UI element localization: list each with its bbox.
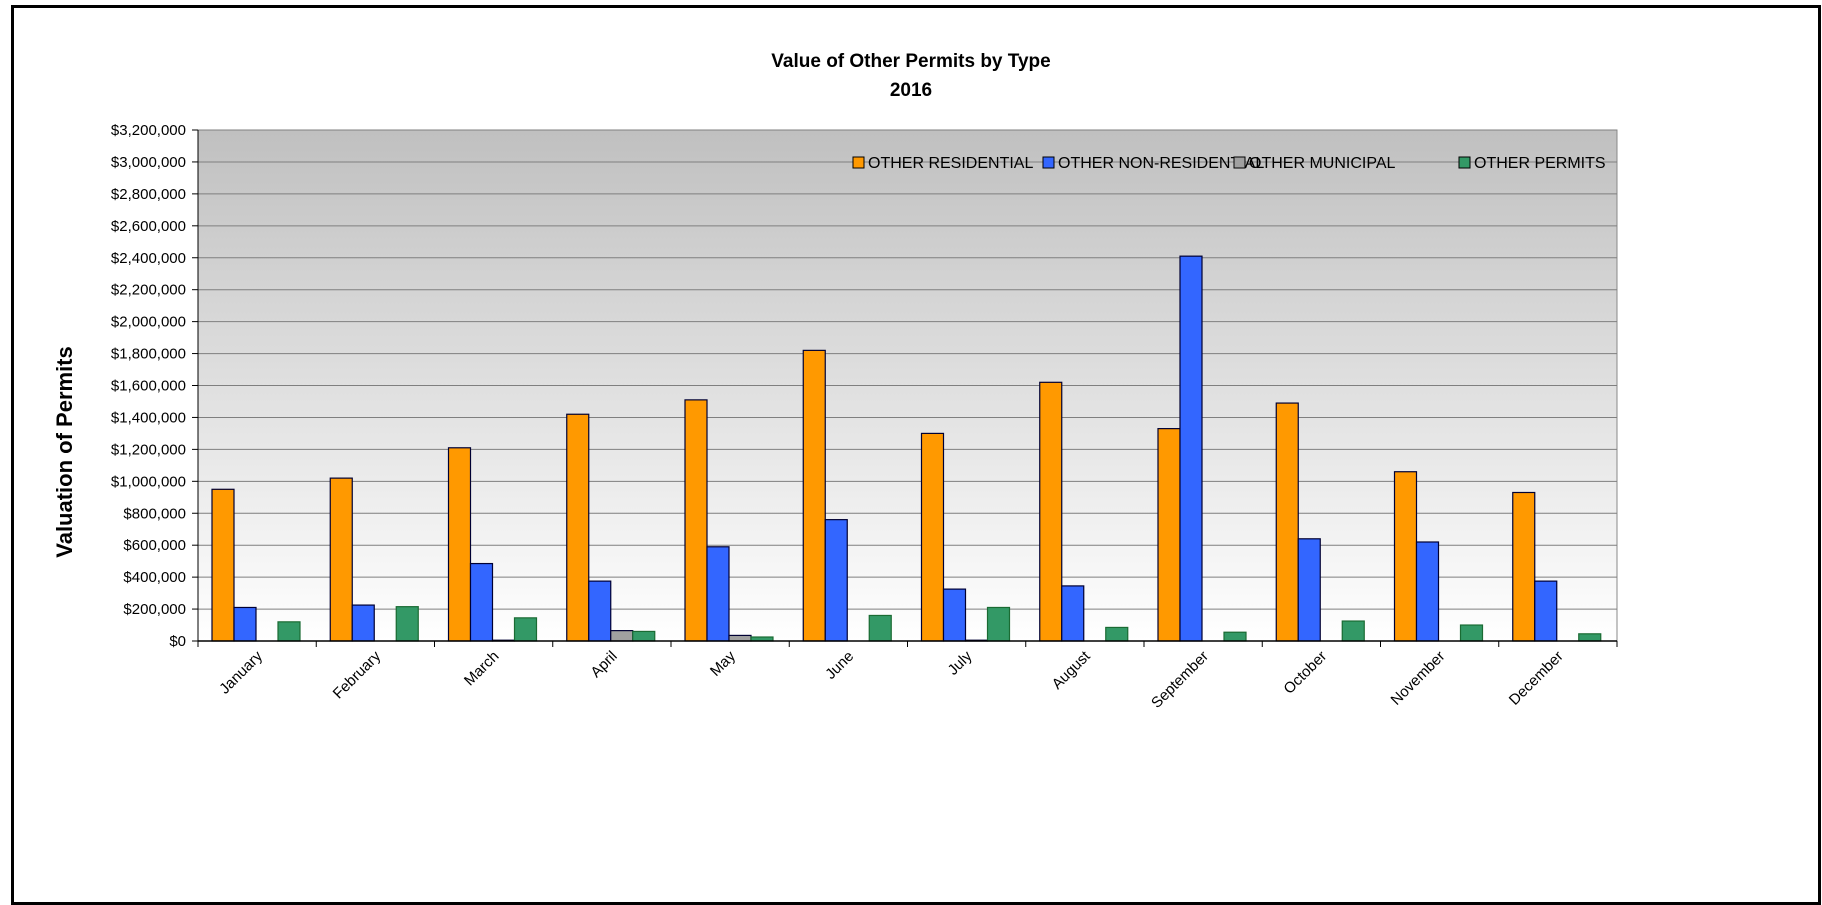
bar — [1039, 381, 1063, 642]
x-tick-label: September — [1148, 648, 1212, 712]
bar — [986, 606, 1011, 642]
bar-chart: $0 $200,000 $400,000 $600,000 $800,000 $1,000… — [52, 122, 1618, 712]
x-tick-label: November — [1387, 648, 1448, 709]
y-tick-label: $1,200,000 — [111, 441, 186, 458]
legend-label: OTHER MUNICIPAL — [1249, 155, 1395, 172]
bar — [632, 630, 656, 642]
x-tick-label: February — [330, 647, 385, 702]
bars — [211, 255, 1602, 642]
bar — [728, 634, 752, 642]
bar — [277, 621, 301, 642]
y-tick-label: $1,600,000 — [111, 378, 186, 395]
x-tick-label: April — [587, 648, 620, 681]
x-axis: January February March April May June July Augu… — [197, 640, 1618, 712]
legend-swatch — [852, 156, 865, 169]
y-tick-label: $2,800,000 — [111, 186, 186, 203]
y-tick-label: $400,000 — [123, 569, 186, 586]
bar — [1534, 580, 1558, 642]
bar — [1275, 402, 1299, 642]
bar — [1297, 538, 1321, 642]
bar — [211, 488, 235, 642]
gridlines — [198, 129, 1617, 610]
y-tick-label: $1,000,000 — [111, 473, 186, 490]
bar — [1223, 631, 1247, 642]
bar — [1157, 428, 1181, 642]
bar — [706, 546, 730, 642]
bar — [1393, 471, 1418, 642]
bar — [920, 432, 945, 642]
y-tick-label: $3,200,000 — [111, 122, 186, 139]
bar — [802, 349, 826, 642]
bar — [1179, 255, 1203, 642]
bar — [942, 588, 967, 642]
x-tick-label: May — [707, 647, 739, 679]
y-tick-label: $1,800,000 — [111, 346, 186, 363]
legend-swatch — [1233, 156, 1246, 169]
bar — [351, 604, 375, 642]
bar — [1512, 491, 1536, 642]
x-tick-label: December — [1506, 648, 1567, 709]
bar — [588, 580, 612, 642]
x-tick-label: July — [945, 647, 976, 678]
legend: OTHER RESIDENTIAL OTHER NON-RESIDENTIALOT… — [852, 155, 1606, 172]
y-tick-label: $0 — [169, 633, 186, 650]
bar — [1061, 585, 1085, 642]
chart-subtitle: 2016 — [889, 80, 933, 101]
bar — [824, 519, 848, 642]
legend-label: OTHER NON-RESIDENTIAL — [1058, 155, 1264, 172]
bar — [1415, 541, 1440, 642]
bar — [447, 447, 472, 642]
chart-title: Value of Other Permits by Type — [771, 51, 1051, 72]
y-tick-label: $2,000,000 — [111, 314, 186, 331]
x-tick-label: January — [216, 647, 266, 697]
bar — [233, 606, 257, 642]
y-tick-label: $800,000 — [123, 505, 186, 522]
bar — [469, 562, 494, 642]
legend-swatch — [1458, 156, 1471, 169]
x-tick-label: March — [461, 648, 502, 689]
y-axis-title: Valuation of Permits — [52, 346, 77, 558]
x-tick-label: August — [1049, 647, 1095, 693]
y-tick-label: $1,400,000 — [111, 409, 186, 426]
y-axis: $0 $200,000 $400,000 $600,000 $800,000 $1,000… — [111, 122, 199, 650]
bar — [1578, 633, 1602, 642]
y-tick-label: $2,600,000 — [111, 218, 186, 235]
bar — [1105, 626, 1129, 642]
legend-swatch — [1042, 156, 1055, 169]
bar — [513, 617, 538, 642]
y-tick-label: $200,000 — [123, 601, 186, 618]
legend-label: OTHER PERMITS — [1474, 155, 1606, 172]
bar — [684, 399, 708, 642]
bar — [395, 606, 419, 642]
bar — [329, 477, 353, 642]
x-tick-label: October — [1280, 648, 1330, 698]
bar — [1459, 624, 1484, 642]
bar — [566, 413, 590, 642]
y-tick-label: $3,000,000 — [111, 154, 186, 171]
legend-label: OTHER RESIDENTIAL — [868, 155, 1033, 172]
bar — [868, 614, 892, 642]
x-tick-label: June — [822, 648, 857, 683]
bar — [610, 630, 634, 642]
bar — [1341, 620, 1365, 642]
y-tick-label: $2,400,000 — [111, 250, 186, 267]
y-tick-label: $2,200,000 — [111, 282, 186, 299]
y-tick-label: $600,000 — [123, 537, 186, 554]
